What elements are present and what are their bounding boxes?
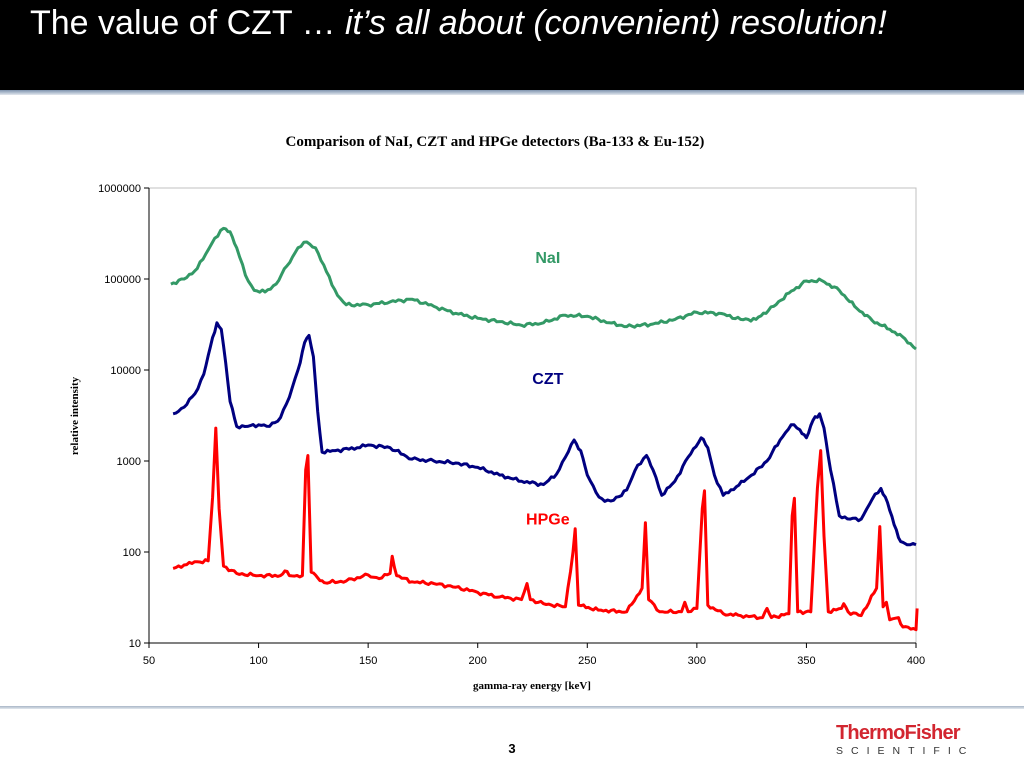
series-annotations: NaI CZT HPGe xyxy=(526,250,570,529)
y-tick-label: 1000 xyxy=(117,456,141,468)
x-tick-label: 100 xyxy=(249,655,267,667)
x-tick-label: 400 xyxy=(907,655,925,667)
title-underline-rule xyxy=(0,90,1024,95)
title-bar: The value of CZT … it’s all about (conve… xyxy=(0,0,1024,90)
slide-title-plain: The value of CZT … xyxy=(30,4,345,42)
x-axis-label: gamma-ray energy [keV] xyxy=(473,680,591,692)
y-tick-label: 100000 xyxy=(104,274,141,286)
x-tick-label: 200 xyxy=(469,655,487,667)
plot-series-group xyxy=(170,226,919,632)
series-line-hpge xyxy=(172,426,919,632)
series-line-nai xyxy=(170,226,917,351)
chart-title: Comparison of NaI, CZT and HPGe detector… xyxy=(286,134,705,150)
y-tick-label: 10000 xyxy=(110,365,141,377)
series-annotation-nai: NaI xyxy=(535,250,560,267)
series-line-czt xyxy=(172,321,917,547)
plot-area-frame xyxy=(148,187,917,644)
series-annotation-hpge: HPGe xyxy=(526,512,570,529)
x-tick-label: 350 xyxy=(797,655,815,667)
page-number: 3 xyxy=(508,741,516,756)
x-tick-label: 50 xyxy=(143,655,155,667)
logo-tagline: SCIENTIFIC xyxy=(836,745,975,757)
y-tick-label: 10 xyxy=(129,638,141,650)
x-tick-label: 250 xyxy=(578,655,596,667)
slide-title-italic: it’s all about (convenient) resolution! xyxy=(344,4,887,42)
y-axis-label: relative intensity xyxy=(69,376,81,455)
x-tick-label: 150 xyxy=(359,655,377,667)
footer-rule xyxy=(0,706,1024,709)
slide-title: The value of CZT … it’s all about (conve… xyxy=(30,2,1010,44)
series-annotation-czt: CZT xyxy=(532,371,563,388)
x-tick-label: 300 xyxy=(688,655,706,667)
detector-comparison-chart: Comparison of NaI, CZT and HPGe detector… xyxy=(69,134,925,692)
axes-group: 10 100 1000 10000 100000 1000000 50 100 150 200 25… xyxy=(98,183,925,667)
y-tick-label: 1000000 xyxy=(98,183,141,195)
y-tick-label: 100 xyxy=(123,547,141,559)
logo-wordmark: ThermoFisher xyxy=(836,722,961,744)
company-logo: ThermoFisher SCIENTIFIC xyxy=(836,722,976,758)
